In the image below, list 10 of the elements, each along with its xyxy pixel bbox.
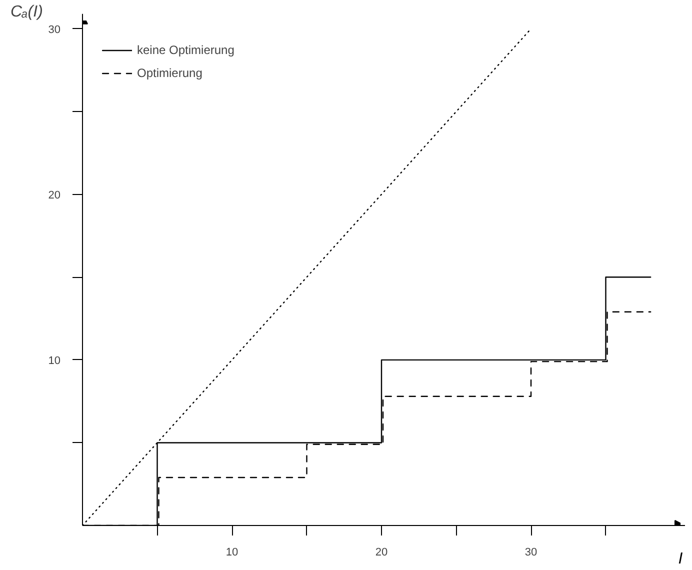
legend-label: keine Optimierung [137, 43, 234, 57]
legend-label: Optimierung [137, 66, 202, 80]
y-axis-title: Cₐ(I) [10, 4, 43, 20]
x-tick-label: 20 [375, 546, 388, 558]
x-axis-title: I [678, 550, 684, 568]
y-tick-label: 30 [48, 24, 61, 36]
y-tick-label: 20 [48, 189, 61, 202]
x-tick-label: 30 [524, 546, 538, 558]
y-tick-label: 10 [48, 354, 61, 367]
x-tick-label: 10 [226, 546, 238, 558]
